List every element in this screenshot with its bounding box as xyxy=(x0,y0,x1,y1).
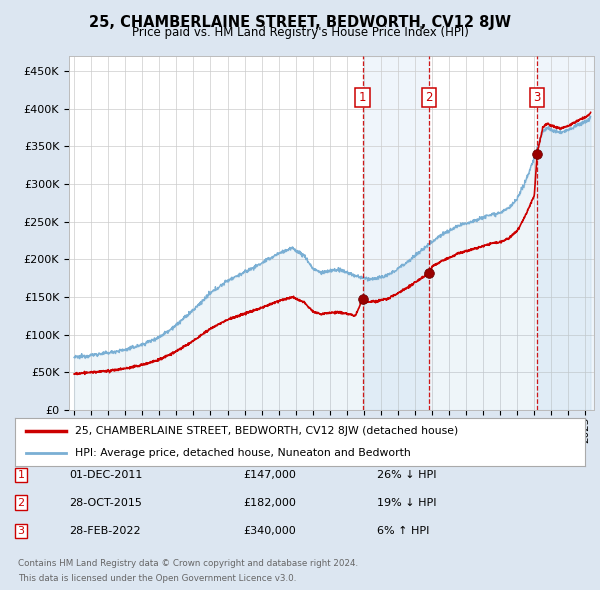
Text: £340,000: £340,000 xyxy=(243,526,296,536)
Bar xyxy=(362,56,429,410)
Text: 2: 2 xyxy=(425,91,433,104)
Text: 19% ↓ HPI: 19% ↓ HPI xyxy=(377,498,436,507)
Text: This data is licensed under the Open Government Licence v3.0.: This data is licensed under the Open Gov… xyxy=(18,574,296,583)
Text: HPI: Average price, detached house, Nuneaton and Bedworth: HPI: Average price, detached house, Nune… xyxy=(75,448,410,458)
Text: 2: 2 xyxy=(17,498,25,507)
Text: 28-FEB-2022: 28-FEB-2022 xyxy=(69,526,140,536)
Text: 3: 3 xyxy=(533,91,541,104)
Text: Contains HM Land Registry data © Crown copyright and database right 2024.: Contains HM Land Registry data © Crown c… xyxy=(18,559,358,568)
Text: £182,000: £182,000 xyxy=(243,498,296,507)
Text: Price paid vs. HM Land Registry's House Price Index (HPI): Price paid vs. HM Land Registry's House … xyxy=(131,26,469,39)
Text: £147,000: £147,000 xyxy=(243,470,296,480)
Text: 26% ↓ HPI: 26% ↓ HPI xyxy=(377,470,436,480)
Text: 25, CHAMBERLAINE STREET, BEDWORTH, CV12 8JW (detached house): 25, CHAMBERLAINE STREET, BEDWORTH, CV12 … xyxy=(75,426,458,436)
Text: 3: 3 xyxy=(17,526,25,536)
Text: 01-DEC-2011: 01-DEC-2011 xyxy=(69,470,142,480)
Text: 6% ↑ HPI: 6% ↑ HPI xyxy=(377,526,429,536)
Text: 1: 1 xyxy=(359,91,366,104)
Bar xyxy=(537,56,594,410)
Text: 25, CHAMBERLAINE STREET, BEDWORTH, CV12 8JW: 25, CHAMBERLAINE STREET, BEDWORTH, CV12 … xyxy=(89,15,511,30)
Text: 1: 1 xyxy=(17,470,25,480)
Text: 28-OCT-2015: 28-OCT-2015 xyxy=(69,498,142,507)
